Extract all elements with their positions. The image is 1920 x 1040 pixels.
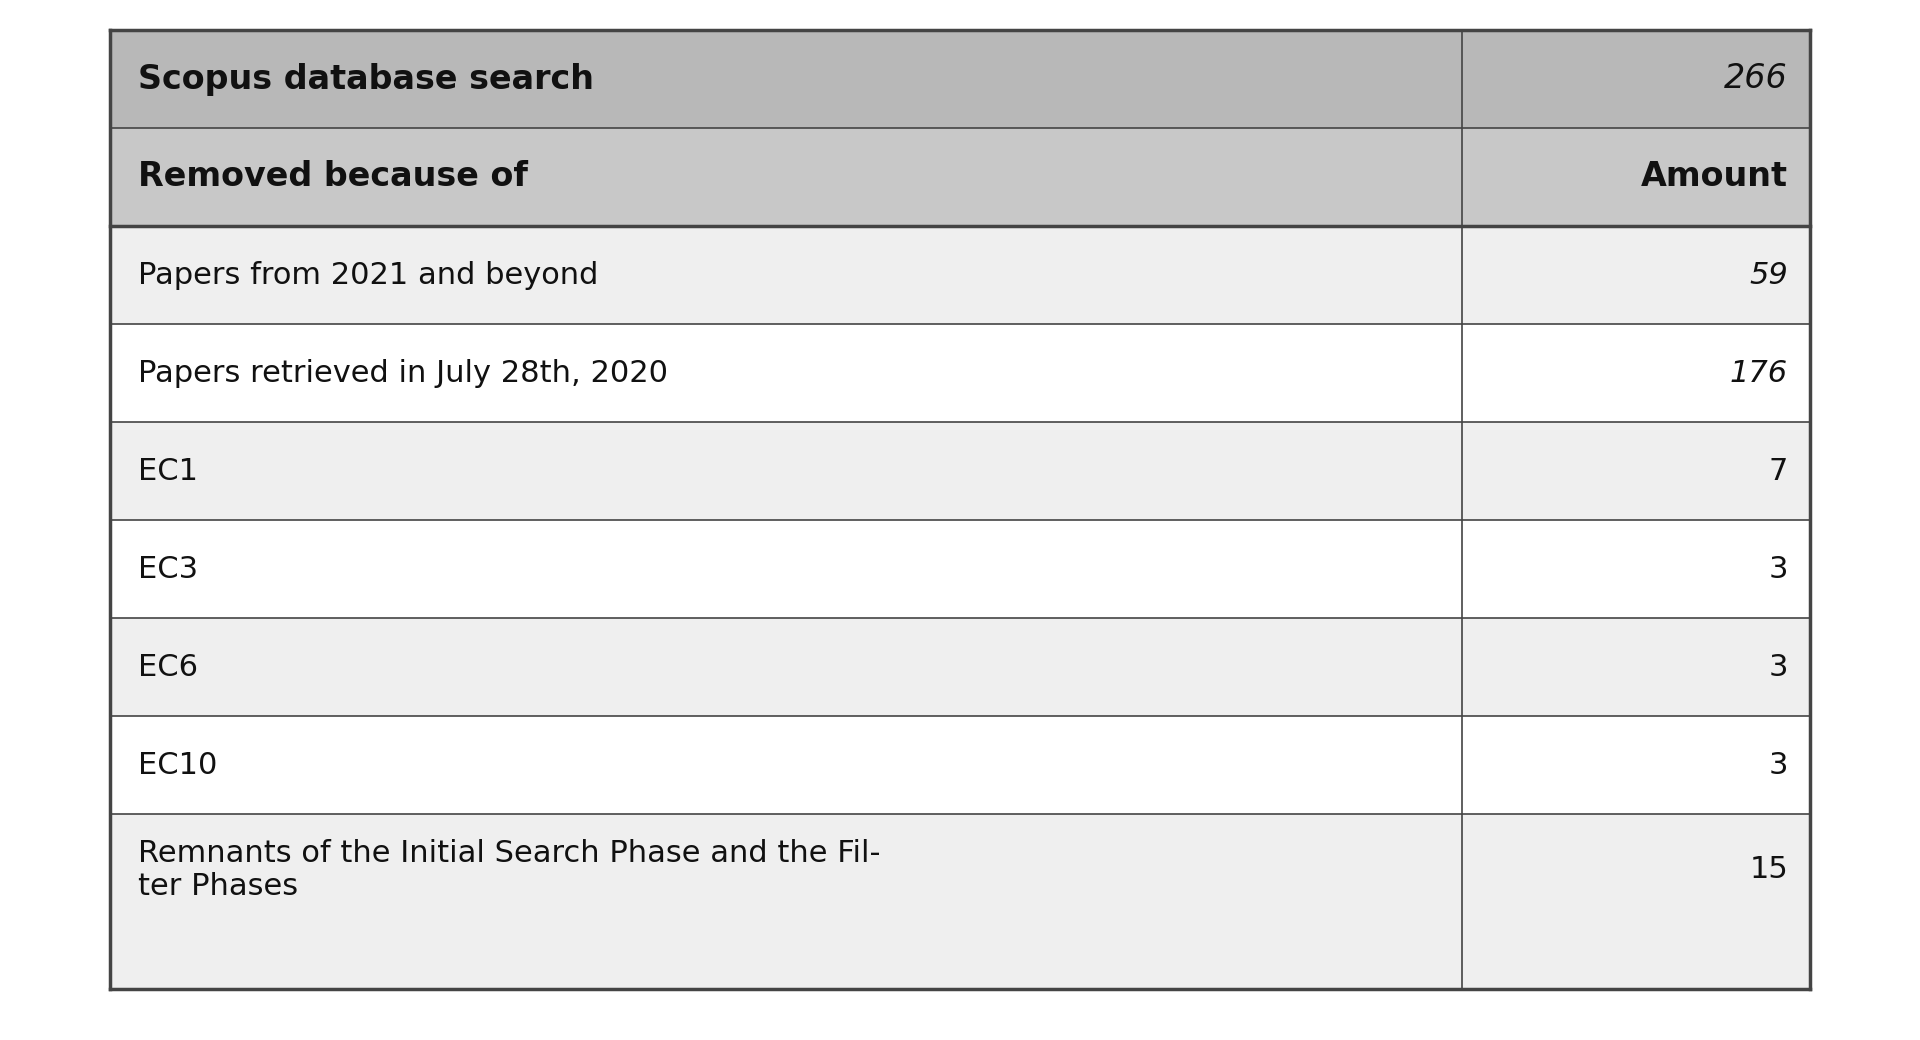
Bar [109, 226, 1811, 324]
Text: Remnants of the Initial Search Phase and the Fil-
ter Phases: Remnants of the Initial Search Phase and… [138, 838, 881, 902]
Bar [109, 30, 1811, 128]
Text: EC6: EC6 [138, 652, 198, 681]
Text: 3: 3 [1768, 554, 1788, 583]
Text: 3: 3 [1768, 751, 1788, 780]
Bar [109, 520, 1811, 618]
Text: EC3: EC3 [138, 554, 198, 583]
Text: 59: 59 [1749, 260, 1788, 289]
Bar [109, 814, 1811, 989]
Bar [109, 716, 1811, 814]
Text: Removed because of: Removed because of [138, 160, 528, 193]
Text: 7: 7 [1768, 457, 1788, 486]
Text: 3: 3 [1768, 652, 1788, 681]
Bar [109, 422, 1811, 520]
Bar [109, 618, 1811, 716]
Text: 266: 266 [1724, 62, 1788, 96]
Bar [109, 128, 1811, 226]
Text: Papers retrieved in July 28th, 2020: Papers retrieved in July 28th, 2020 [138, 359, 668, 388]
Text: 176: 176 [1730, 359, 1788, 388]
Bar [109, 324, 1811, 422]
Text: Papers from 2021 and beyond: Papers from 2021 and beyond [138, 260, 599, 289]
Text: 15: 15 [1749, 856, 1788, 884]
Text: EC1: EC1 [138, 457, 198, 486]
Text: Scopus database search: Scopus database search [138, 62, 593, 96]
Text: Amount: Amount [1642, 160, 1788, 193]
Text: EC10: EC10 [138, 751, 217, 780]
